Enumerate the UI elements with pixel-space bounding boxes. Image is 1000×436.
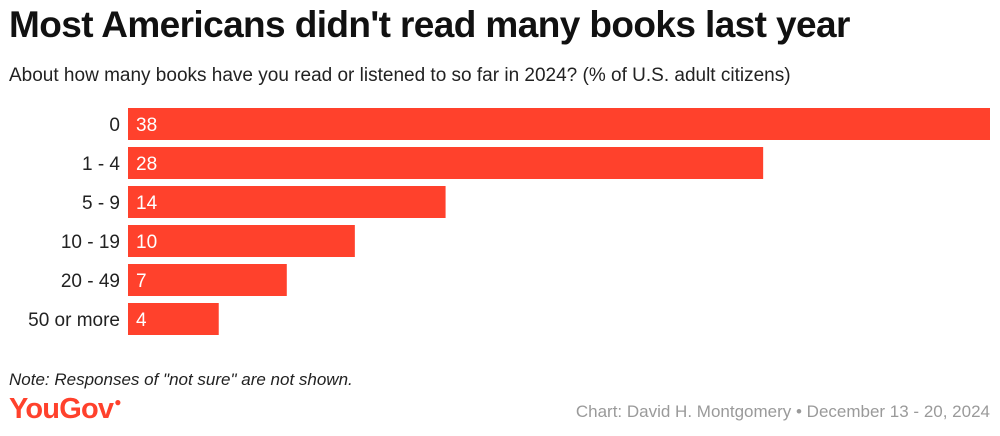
footnote: Note: Responses of "not sure" are not sh… [9, 370, 353, 389]
data-label-0: 38 [136, 115, 157, 136]
bar-2 [128, 186, 446, 218]
category-label-2: 5 - 9 [82, 193, 120, 214]
data-label-1: 28 [136, 154, 157, 175]
chart-credit: Chart: David H. Montgomery • December 13… [575, 402, 990, 421]
bar-4 [128, 264, 287, 296]
data-label-2: 14 [136, 193, 158, 214]
yougov-logo: YouGov● [9, 393, 122, 426]
chart-title: Most Americans didn't read many books la… [9, 4, 850, 45]
bar-0 [128, 108, 990, 140]
data-label-3: 10 [136, 232, 157, 253]
data-label-4: 7 [136, 271, 147, 292]
bar-3 [128, 225, 355, 257]
category-label-5: 50 or more [28, 310, 120, 331]
category-label-0: 0 [109, 115, 120, 136]
bar-5 [128, 303, 219, 335]
bar-1 [128, 147, 764, 179]
category-label-4: 20 - 49 [61, 271, 120, 292]
data-label-5: 4 [136, 310, 147, 331]
chart-subtitle: About how many books have you read or li… [9, 65, 791, 86]
category-label-1: 1 - 4 [82, 154, 120, 175]
logo-wordmark: YouGov [9, 393, 114, 425]
category-label-3: 10 - 19 [61, 232, 120, 253]
logo-dot-icon: ● [114, 395, 121, 409]
bar-chart: 0 38 1 - 4 28 5 - 9 14 10 - 19 10 20 - 49 7 50 or … [28, 108, 990, 335]
